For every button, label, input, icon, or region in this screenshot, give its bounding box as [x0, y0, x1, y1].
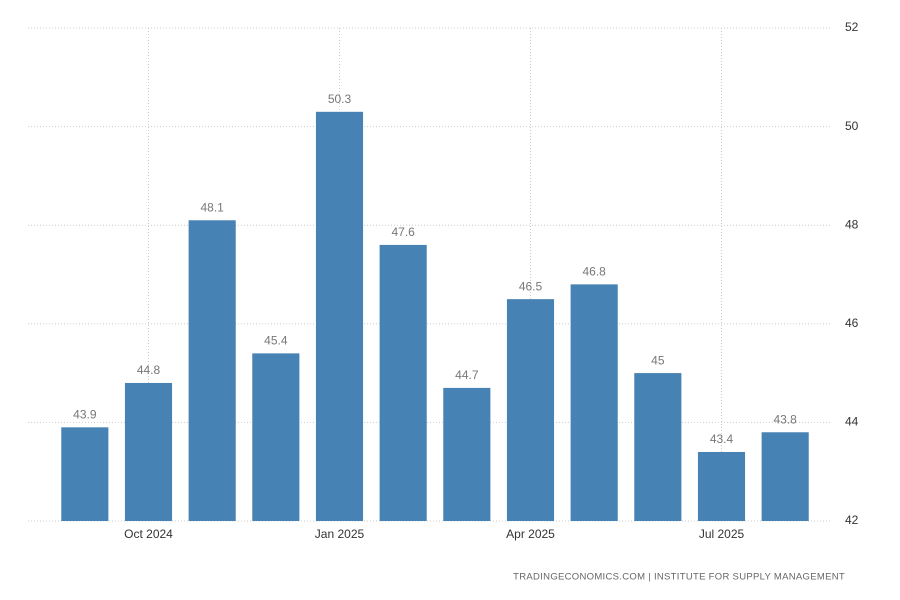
y-tick-label: 46: [845, 316, 859, 330]
value-label: 50.3: [328, 92, 352, 106]
bar: [443, 387, 491, 521]
bar: [61, 427, 109, 521]
y-tick-label: 42: [845, 513, 859, 527]
value-label: 44.8: [137, 363, 161, 377]
bar: [761, 432, 809, 521]
bar: [697, 451, 746, 521]
value-label: 48.1: [200, 200, 224, 214]
bar: [124, 382, 173, 521]
y-tick-label: 52: [845, 20, 859, 34]
bar: [570, 284, 618, 521]
x-tick-label: Jul 2025: [699, 527, 745, 541]
bar: [634, 373, 682, 521]
value-label: 44.7: [455, 368, 479, 382]
x-tick-label: Jan 2025: [315, 527, 365, 541]
value-label: 46.8: [582, 265, 606, 279]
y-tick-label: 44: [845, 415, 859, 429]
y-tick-label: 50: [845, 119, 859, 133]
value-label: 43.8: [773, 412, 797, 426]
bar: [252, 353, 300, 521]
value-label: 46.5: [519, 279, 543, 293]
value-label: 47.6: [391, 225, 415, 239]
bar: [188, 220, 236, 521]
value-label: 45: [651, 353, 665, 367]
bar: [506, 299, 555, 521]
value-label: 43.9: [73, 408, 97, 422]
source: TRADINGECONOMICS.COM | INSTITUTE FOR SUP…: [513, 572, 845, 583]
bar: [315, 111, 364, 521]
value-label: 45.4: [264, 334, 288, 348]
y-tick-label: 48: [845, 217, 859, 231]
value-label: 43.4: [710, 432, 734, 446]
bar: [379, 244, 427, 522]
x-tick-label: Apr 2025: [506, 527, 555, 541]
x-tick-label: Oct 2024: [124, 527, 173, 541]
